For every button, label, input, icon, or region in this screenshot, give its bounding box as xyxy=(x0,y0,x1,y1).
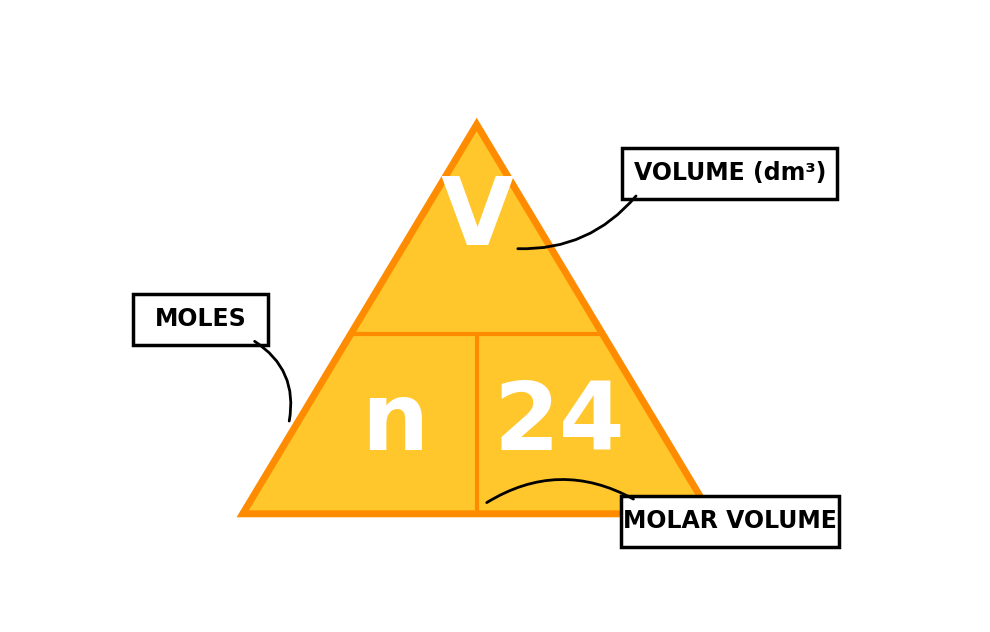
FancyBboxPatch shape xyxy=(621,495,840,547)
FancyBboxPatch shape xyxy=(623,148,838,198)
FancyBboxPatch shape xyxy=(134,294,267,344)
Text: n: n xyxy=(360,378,428,470)
Text: MOLAR VOLUME: MOLAR VOLUME xyxy=(623,509,837,533)
Text: V: V xyxy=(441,173,513,265)
Text: MOLES: MOLES xyxy=(154,307,247,331)
Polygon shape xyxy=(243,125,711,514)
Text: 24: 24 xyxy=(493,378,625,470)
Text: VOLUME (dm³): VOLUME (dm³) xyxy=(634,161,826,185)
